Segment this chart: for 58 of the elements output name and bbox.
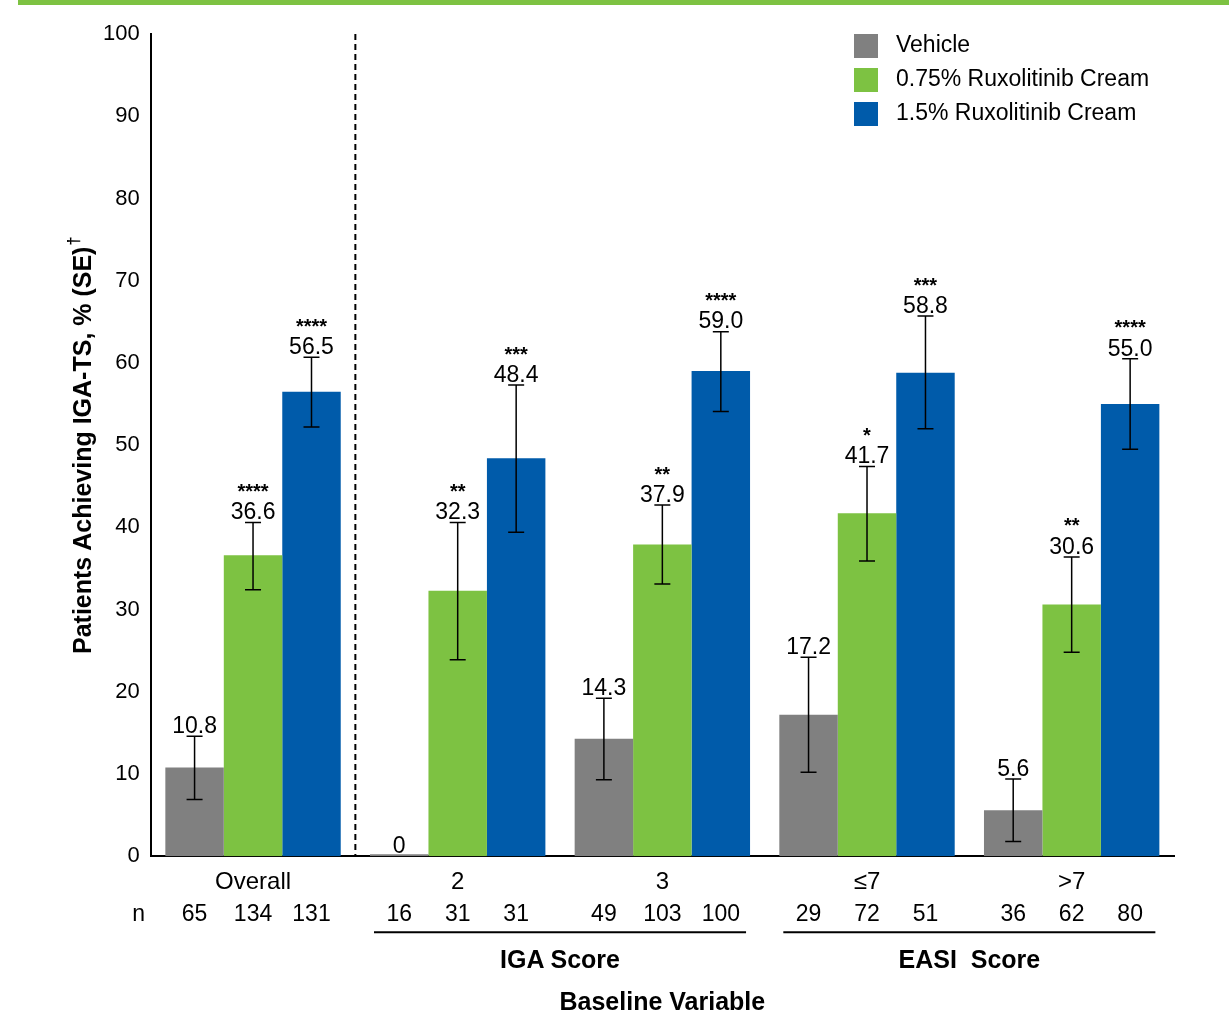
y-tick-label: 70 (115, 266, 140, 292)
text: 16 (386, 899, 413, 926)
bar (486, 458, 546, 857)
x-tick-label: ≤7 (853, 867, 881, 895)
bar (983, 810, 1043, 857)
y-tick-label: 90 (115, 102, 140, 128)
y-tick-label: 60 (115, 348, 140, 374)
y-tick-label: 50 (115, 431, 140, 457)
text: n (132, 899, 146, 926)
bar (837, 513, 897, 857)
legend-label: 1.5% Ruxolitinib Cream (896, 99, 1137, 126)
text: 31 (444, 899, 471, 926)
data-label: 10.8 (172, 712, 217, 738)
y-tick-label: 10 (115, 760, 140, 786)
text: 49 (591, 899, 617, 926)
bar (428, 590, 487, 857)
bar (1042, 604, 1101, 857)
y-axis-title: Patients Achieving IGA-TS, % (SE)† (63, 236, 96, 655)
y-tick-label: 100 (102, 20, 140, 46)
bar (779, 714, 838, 857)
text: 65 (181, 899, 208, 926)
text: 134 (233, 899, 273, 926)
data-label: 5.6 (997, 754, 1030, 781)
y-tick-label: 30 (115, 595, 140, 621)
data-label: 0 (392, 832, 406, 859)
bar (633, 544, 692, 857)
text: 131 (292, 899, 331, 926)
bar (896, 372, 955, 857)
y-tick-label: 40 (115, 513, 140, 539)
x-axis-title: Baseline Variable (559, 987, 766, 1016)
y-tick-label: 0 (127, 842, 140, 868)
data-label: 17.2 (786, 633, 831, 660)
legend-label: Vehicle (896, 31, 971, 58)
bar (691, 371, 751, 857)
text: 103 (643, 899, 682, 926)
bar (223, 555, 283, 857)
x-tick-label: 3 (655, 867, 670, 895)
y-tick-label: 80 (115, 184, 140, 210)
text: 100 (701, 899, 740, 926)
legend-label: 0.75% Ruxolitinib Cream (896, 65, 1150, 92)
bar (282, 391, 341, 857)
text: 36 (1000, 899, 1026, 926)
bar (574, 738, 634, 857)
x-tick-label: 2 (451, 867, 465, 895)
text: IGA Score (500, 945, 621, 974)
text: EASI Score (898, 945, 1041, 974)
x-tick-label: >7 (1057, 867, 1086, 895)
text: 80 (1117, 899, 1143, 926)
bar (1100, 403, 1160, 857)
bar (165, 767, 224, 857)
x-tick-label: Overall (215, 867, 292, 895)
text: 72 (854, 899, 880, 926)
text: 31 (503, 899, 529, 926)
text: 29 (795, 899, 822, 926)
y-tick-label: 20 (115, 677, 140, 703)
text: 62 (1058, 899, 1085, 926)
text: 51 (912, 899, 939, 926)
data-label: 14.3 (581, 674, 627, 701)
